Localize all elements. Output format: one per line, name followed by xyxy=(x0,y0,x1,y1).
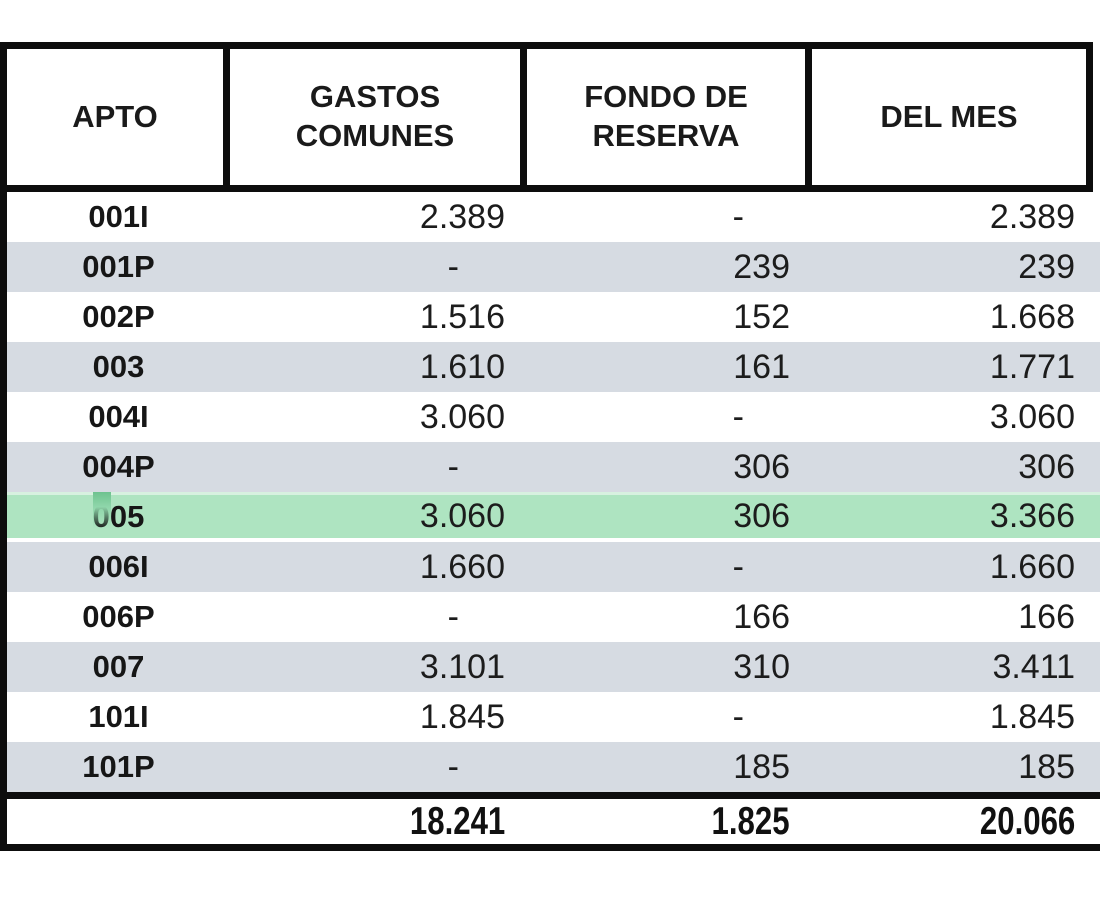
gastos-comunes-cell[interactable]: 3.060 xyxy=(419,497,505,535)
del-mes-cell[interactable]: 3.411 xyxy=(992,647,1075,686)
selection-streak-mark xyxy=(93,492,111,529)
apto-cell[interactable]: 101I xyxy=(88,699,149,734)
total-delmes-value: 20.066 xyxy=(979,799,1075,843)
table-row: 001I 2.389 - 2.389 xyxy=(7,192,1100,242)
gastos-comunes-cell[interactable]: 1.516 xyxy=(419,297,505,336)
table-row: 004I 3.060 - 3.060 xyxy=(7,392,1100,442)
header-apto-label: APTO xyxy=(72,98,158,134)
del-mes-cell[interactable]: 3.060 xyxy=(989,397,1075,436)
apto-cell[interactable]: 004P xyxy=(82,449,155,484)
table-row: 005 3.060 306 3.366 xyxy=(7,492,1100,542)
header-gastos-comunes-label: GASTOS COMUNES xyxy=(295,79,455,153)
table-row: 003 1.610 161 1.771 xyxy=(7,342,1100,392)
gastos-comunes-cell[interactable]: - xyxy=(447,597,459,636)
table-row: 101P - 185 185 xyxy=(7,742,1100,792)
table-body: 001I 2.389 - 2.389 001P - 239 239 002P 1… xyxy=(0,192,1100,792)
header-fondo-reserva: FONDO DE RESERVA xyxy=(527,49,805,185)
fondo-reserva-cell[interactable]: 306 xyxy=(733,497,790,535)
del-mes-cell[interactable]: 306 xyxy=(1018,447,1075,486)
table-row: 007 3.101 310 3.411 xyxy=(7,642,1100,692)
header-del-mes-label: DEL MES xyxy=(880,98,1018,134)
gastos-comunes-cell[interactable]: 2.389 xyxy=(419,197,505,236)
apto-cell[interactable]: 002P xyxy=(82,299,155,334)
del-mes-cell[interactable]: 1.668 xyxy=(989,297,1075,336)
table-row: 101I 1.845 - 1.845 xyxy=(7,692,1100,742)
del-mes-cell[interactable]: 185 xyxy=(1018,747,1075,786)
table-row: 002P 1.516 152 1.668 xyxy=(7,292,1100,342)
total-gastos-value: 18.241 xyxy=(409,799,505,843)
table-header: APTO GASTOS COMUNES FONDO DE RESERVA DEL… xyxy=(0,42,1093,192)
gastos-comunes-cell[interactable]: 1.660 xyxy=(419,547,505,586)
fondo-reserva-cell[interactable]: 152 xyxy=(733,297,790,336)
apto-cell[interactable]: 101P xyxy=(82,749,155,784)
fondo-reserva-cell[interactable]: 185 xyxy=(733,747,790,786)
fondo-reserva-cell[interactable]: - xyxy=(732,697,744,736)
header-gastos-comunes: GASTOS COMUNES xyxy=(230,49,520,185)
total-row: 18.241 1.825 20.066 xyxy=(0,792,1100,851)
apto-cell[interactable]: 001P xyxy=(82,249,155,284)
expense-table: APTO GASTOS COMUNES FONDO DE RESERVA DEL… xyxy=(0,42,1100,851)
total-empty-cell xyxy=(7,799,230,844)
header-del-mes: DEL MES xyxy=(812,49,1086,185)
table-row: 006P - 166 166 xyxy=(7,592,1100,642)
total-gastos-cell: 18.241 xyxy=(230,799,527,844)
apto-cell[interactable]: 003 xyxy=(92,349,145,384)
gastos-comunes-cell[interactable]: 3.101 xyxy=(419,647,505,686)
gastos-comunes-cell[interactable]: - xyxy=(447,247,459,286)
del-mes-cell[interactable]: 1.845 xyxy=(989,697,1075,736)
fondo-reserva-cell[interactable]: 161 xyxy=(733,347,790,386)
header-fondo-reserva-label: FONDO DE RESERVA xyxy=(584,79,748,153)
del-mes-cell[interactable]: 166 xyxy=(1018,597,1075,636)
apto-cell[interactable]: 001I xyxy=(88,199,149,234)
fondo-reserva-cell[interactable]: 166 xyxy=(733,597,790,636)
gastos-comunes-cell[interactable]: - xyxy=(447,747,459,786)
del-mes-cell[interactable]: 3.366 xyxy=(989,497,1075,535)
gastos-comunes-cell[interactable]: 1.610 xyxy=(419,347,505,386)
total-delmes-cell: 20.066 xyxy=(812,799,1100,844)
apto-cell[interactable]: 006I xyxy=(88,549,149,584)
del-mes-cell[interactable]: 1.771 xyxy=(989,347,1075,386)
del-mes-cell[interactable]: 1.660 xyxy=(989,547,1075,586)
table-row: 006I 1.660 - 1.660 xyxy=(7,542,1100,592)
fondo-reserva-cell[interactable]: 239 xyxy=(733,247,790,286)
apto-cell[interactable]: 004I xyxy=(88,399,149,434)
apto-cell[interactable]: 006P xyxy=(82,599,155,634)
total-fondo-value: 1.825 xyxy=(711,799,790,843)
fondo-reserva-cell[interactable]: - xyxy=(732,547,744,586)
del-mes-cell[interactable]: 2.389 xyxy=(989,197,1075,236)
fondo-reserva-cell[interactable]: - xyxy=(732,397,744,436)
fondo-reserva-cell[interactable]: 310 xyxy=(733,647,790,686)
table-row: 001P - 239 239 xyxy=(7,242,1100,292)
apto-cell[interactable]: 005 xyxy=(92,498,145,534)
table-row: 004P - 306 306 xyxy=(7,442,1100,492)
apto-cell[interactable]: 007 xyxy=(92,649,145,684)
gastos-comunes-cell[interactable]: - xyxy=(447,447,459,486)
total-fondo-cell: 1.825 xyxy=(527,799,812,844)
gastos-comunes-cell[interactable]: 1.845 xyxy=(419,697,505,736)
header-apto: APTO xyxy=(7,49,223,185)
fondo-reserva-cell[interactable]: 306 xyxy=(733,447,790,486)
fondo-reserva-cell[interactable]: - xyxy=(732,197,744,236)
gastos-comunes-cell[interactable]: 3.060 xyxy=(419,397,505,436)
del-mes-cell[interactable]: 239 xyxy=(1018,247,1075,286)
